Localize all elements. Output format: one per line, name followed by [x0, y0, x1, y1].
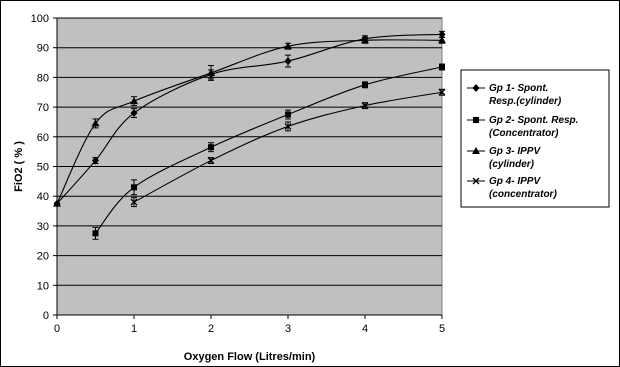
x-marker-stroke [438, 88, 446, 96]
y-tick-label: 70 [37, 102, 49, 114]
legend-label: Gp 2- Spont. Resp. [489, 115, 578, 126]
legend-label: (Concentrator) [489, 128, 559, 139]
y-tick-label: 60 [37, 132, 49, 144]
x-tick-label: 1 [131, 323, 137, 335]
series-2-point [285, 111, 291, 118]
series-2 [92, 63, 445, 240]
series-3 [53, 36, 446, 207]
series-1-point [92, 156, 99, 165]
series-1-point [130, 109, 138, 118]
axes: 0 10 20 30 40 50 60 70 80 90 100 0 1 2 3 4 5 [31, 13, 445, 335]
y-tick-label: 100 [31, 13, 49, 25]
series-2-point [208, 144, 214, 151]
series-2-point [92, 230, 99, 237]
legend: Gp 1- Spont. Resp.(cylinder) Gp 2- Spont. … [460, 69, 610, 208]
series-3-point [207, 68, 215, 76]
legend-entry-2: Gp 2- Spont. Resp. (Concentrator) [467, 115, 578, 139]
series-3-point [91, 119, 100, 127]
x-marker-stroke [361, 102, 369, 110]
x-tick-label: 0 [54, 323, 60, 335]
x-marker-stroke [207, 157, 215, 165]
x-marker-stroke [472, 177, 480, 185]
series-4-point [438, 88, 446, 96]
series-4-point [284, 122, 292, 130]
series-2-point [439, 64, 445, 71]
series-2-point [362, 81, 368, 88]
x-axis-title: Oxygen Flow (Litres/min) [184, 351, 316, 363]
series-4 [130, 88, 446, 208]
x-tick-label: 4 [362, 323, 368, 335]
series-3-point [361, 36, 369, 44]
series-1-point [438, 30, 446, 39]
series-1-point [284, 57, 292, 66]
legend-label: Gp 4- IPPV [489, 176, 541, 187]
y-tick-label: 50 [37, 162, 49, 174]
series-3-point [130, 97, 138, 105]
y-axis-title: FiO2 ( % ) [13, 141, 25, 192]
legend-label: (concentrator) [489, 189, 557, 200]
series-3-point [53, 199, 61, 207]
x-tick-label: 3 [285, 323, 291, 335]
y-tick-label: 40 [37, 191, 49, 203]
series-4-point [207, 157, 215, 165]
y-tick-label: 80 [37, 72, 49, 84]
legend-label: Gp 1- Spont. [489, 83, 548, 94]
plot-area [56, 17, 443, 316]
x-marker-stroke [130, 198, 138, 206]
series-group [53, 30, 446, 240]
legend-label: Gp 3- IPPV [489, 146, 541, 157]
legend-marker [473, 117, 479, 123]
legend-marker [472, 147, 480, 154]
legend-label: Resp.(cylinder) [489, 96, 562, 107]
y-tick-label: 90 [37, 43, 49, 55]
series-3-point [284, 42, 292, 50]
y-tick-label: 30 [37, 221, 49, 233]
x-tick-label: 5 [439, 323, 445, 335]
series-4-point [130, 198, 138, 206]
x-marker-stroke [284, 122, 292, 130]
legend-entry-4: Gp 4- IPPV (concentrator) [467, 176, 557, 200]
y-tick-label: 10 [37, 280, 49, 292]
legend-entry-1: Gp 1- Spont. Resp.(cylinder) [467, 83, 562, 107]
legend-entry-3: Gp 3- IPPV (cylinder) [467, 146, 541, 170]
legend-box [460, 69, 610, 208]
legend-marker [472, 84, 480, 92]
series-3-point [438, 36, 446, 44]
y-tick-label: 0 [43, 310, 49, 322]
series-2-point [131, 184, 137, 191]
series-4-point [361, 102, 369, 110]
x-tick-label: 2 [208, 323, 214, 335]
y-tick-label: 20 [37, 251, 49, 263]
legend-marker [472, 177, 480, 185]
legend-label: (cylinder) [489, 159, 535, 170]
